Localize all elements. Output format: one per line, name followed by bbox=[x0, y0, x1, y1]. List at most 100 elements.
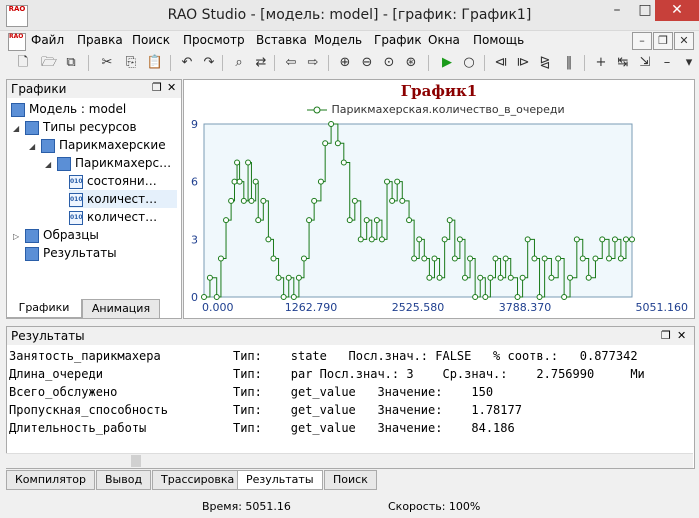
series-point bbox=[265, 236, 272, 243]
x-tick-label: 5051.160 bbox=[636, 301, 689, 314]
find-icon[interactable]: ⌕ bbox=[235, 55, 243, 70]
mdi-close-icon[interactable]: ✕ bbox=[674, 32, 694, 50]
zoom-out-icon[interactable]: ⊖ bbox=[361, 55, 373, 70]
tree-item-resource-types[interactable]: ◢ Типы ресурсов bbox=[13, 118, 137, 136]
tree-item-barbershop[interactable]: ◢ Парикмахерс… bbox=[45, 154, 171, 172]
charts-panel: Графики ❐ ✕ Модель : model ◢ Типы ресурсо… bbox=[6, 79, 182, 319]
back-icon[interactable]: ⇦ bbox=[285, 55, 297, 70]
series-point bbox=[373, 217, 380, 224]
skip-back-icon[interactable]: ⧏ bbox=[494, 55, 508, 70]
app-icon[interactable]: RAO bbox=[6, 5, 28, 27]
menu-model[interactable]: Модель bbox=[314, 33, 363, 47]
replace-icon[interactable]: ⇄ bbox=[255, 55, 267, 70]
close-icon[interactable]: ✕ bbox=[655, 0, 699, 21]
series-point bbox=[541, 255, 548, 262]
mdi-child-icon[interactable]: RAO bbox=[8, 33, 26, 51]
undo-icon[interactable]: ↶ bbox=[181, 55, 193, 70]
tab-output[interactable]: Вывод bbox=[96, 470, 152, 490]
add-icon[interactable]: + bbox=[595, 55, 607, 70]
breakpoint-icon[interactable]: ↹ bbox=[617, 55, 629, 70]
zoom-reset-icon[interactable]: ⊙ bbox=[383, 55, 395, 70]
x-tick-label: 1262.790 bbox=[285, 301, 338, 314]
menu-windows[interactable]: Окна bbox=[428, 33, 460, 47]
tab-animation[interactable]: Анимация bbox=[82, 299, 160, 319]
series-point bbox=[622, 236, 629, 243]
tree-item-model[interactable]: Модель : model bbox=[11, 100, 126, 118]
copy-icon[interactable]: ⎘ bbox=[125, 55, 137, 70]
menu-edit[interactable]: Правка bbox=[77, 33, 123, 47]
window-title: RAO Studio - [модель: model] - [график: … bbox=[167, 7, 532, 23]
mdi-restore-icon[interactable]: ❐ bbox=[653, 32, 673, 50]
tree-item-results[interactable]: Результаты bbox=[25, 244, 117, 262]
tab-trace[interactable]: Трассировка bbox=[152, 470, 244, 490]
result-row-served: Всего_обслужено Тип: get_value Значение:… bbox=[9, 385, 494, 399]
tree-item-count-2[interactable]: 010 количест… bbox=[69, 210, 158, 225]
series-point bbox=[421, 255, 428, 262]
tab-compiler[interactable]: Компилятор bbox=[6, 470, 95, 490]
forward-icon[interactable]: ⇨ bbox=[307, 55, 319, 70]
series-point bbox=[406, 217, 413, 224]
series-point bbox=[328, 121, 335, 127]
maximize-icon[interactable]: □ bbox=[638, 2, 652, 18]
dock-icon[interactable]: ❐ bbox=[152, 81, 162, 94]
series-point bbox=[606, 255, 613, 262]
plot-area bbox=[203, 123, 633, 298]
menu-chart[interactable]: График bbox=[374, 33, 422, 47]
fit-icon[interactable]: ⇲ bbox=[639, 55, 651, 70]
toolbar-separator bbox=[88, 55, 89, 71]
cut-icon[interactable]: ✂ bbox=[101, 55, 113, 70]
zoom-in-icon[interactable]: ⊕ bbox=[339, 55, 351, 70]
tree-item-barbershops[interactable]: ◢ Парикмахерские bbox=[29, 136, 166, 154]
tree-item-samples[interactable]: ▷ Образцы bbox=[13, 226, 99, 244]
menu-search[interactable]: Поиск bbox=[132, 33, 171, 47]
y-tick-label: 0 bbox=[191, 291, 198, 304]
tab-results[interactable]: Результаты bbox=[237, 470, 323, 490]
series-point bbox=[240, 197, 247, 204]
model-icon bbox=[11, 102, 25, 117]
step-icon[interactable]: ⧎ bbox=[539, 55, 551, 70]
series-point bbox=[311, 197, 318, 204]
step-back-icon[interactable]: ⧐ bbox=[516, 55, 530, 70]
open-folder-icon[interactable]: 🗁 bbox=[40, 55, 58, 70]
result-row-queue: Длина_очереди Тип: par Посл.знач.: 3 Ср.… bbox=[9, 367, 645, 381]
tab-search[interactable]: Поиск bbox=[324, 470, 377, 490]
pause-icon[interactable]: ‖ bbox=[565, 55, 573, 70]
folder-icon bbox=[25, 228, 39, 243]
chart-svg[interactable]: 0 3 6 9 0.000 1262.790 2525.580 3788.370 5051.16… bbox=[184, 80, 694, 318]
save-all-icon[interactable]: ⧉ bbox=[66, 55, 76, 70]
series-point bbox=[431, 255, 438, 262]
more-icon[interactable]: ▾ bbox=[685, 55, 693, 70]
series-point bbox=[363, 217, 370, 224]
y-tick-label: 9 bbox=[191, 118, 198, 131]
series-point bbox=[378, 236, 385, 243]
tab-charts[interactable]: Графики bbox=[6, 299, 82, 318]
run-icon[interactable]: ▶ bbox=[442, 55, 452, 70]
stop-icon[interactable]: ○ bbox=[463, 55, 475, 70]
mdi-minimize-icon[interactable]: – bbox=[632, 32, 652, 50]
series-point bbox=[245, 159, 252, 166]
paste-icon[interactable]: 📋 bbox=[146, 55, 164, 70]
series-point bbox=[585, 274, 592, 281]
menu-file[interactable]: Файл bbox=[31, 33, 65, 47]
menu-view[interactable]: Просмотр bbox=[183, 33, 245, 47]
remove-icon[interactable]: – bbox=[663, 55, 671, 70]
redo-icon[interactable]: ↷ bbox=[203, 55, 215, 70]
menu-help[interactable]: Помощь bbox=[473, 33, 525, 47]
series-point bbox=[228, 197, 235, 204]
results-panel-title: Результаты bbox=[11, 329, 85, 343]
panel-close-icon[interactable]: ✕ bbox=[677, 329, 687, 342]
series-point bbox=[514, 294, 521, 300]
scrollbar-thumb[interactable] bbox=[131, 455, 141, 467]
menu-insert[interactable]: Вставка bbox=[256, 33, 307, 47]
minimize-icon[interactable]: – bbox=[613, 2, 621, 18]
series-point bbox=[334, 140, 341, 147]
chart-legend: Парикмахерская.количество_в_очереди bbox=[306, 103, 565, 116]
series-point bbox=[482, 294, 489, 300]
panel-close-icon[interactable]: ✕ bbox=[167, 81, 177, 94]
tree-item-queue-count[interactable]: 010 количест… bbox=[69, 190, 177, 208]
dock-icon[interactable]: ❐ bbox=[661, 329, 671, 342]
new-file-icon[interactable]: 🗋 bbox=[17, 55, 29, 70]
tree-item-state[interactable]: 010 состояни… bbox=[69, 174, 157, 189]
zoom-fit-icon[interactable]: ⊛ bbox=[405, 55, 417, 70]
results-horizontal-scrollbar[interactable] bbox=[6, 453, 693, 468]
